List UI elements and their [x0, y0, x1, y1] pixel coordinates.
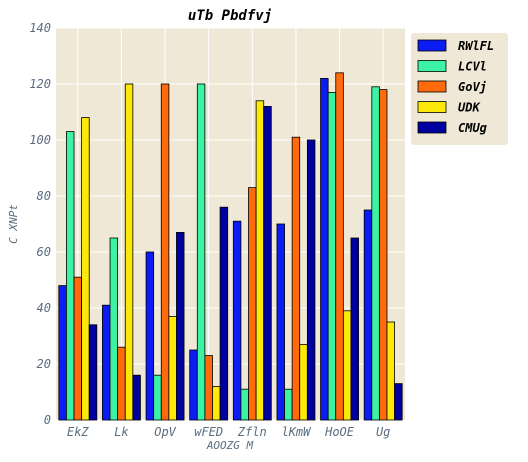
legend-swatch	[417, 39, 447, 52]
legend-label: LCVl	[458, 60, 487, 74]
x-tick-label: OpV	[154, 425, 176, 439]
bar-UDK-OpV	[168, 315, 177, 421]
legend-swatch	[417, 101, 447, 113]
bar-LCVl-OpV	[153, 374, 162, 421]
bar-RWlFL-EkZ	[58, 285, 67, 421]
x-tick-label: lKmW	[281, 425, 312, 439]
y-tick-label: 80	[37, 189, 51, 203]
bar-RWlFL-wFED	[189, 349, 198, 421]
legend-swatch	[417, 121, 447, 134]
legend-swatch	[417, 60, 447, 72]
x-tick-label: Ug	[376, 425, 390, 439]
bar-LCVl-EkZ	[66, 131, 75, 421]
bar-RWlFL-OpV	[145, 251, 155, 421]
bar-GoVj-Ug	[378, 89, 388, 421]
bar-RWlFL-Zfln	[232, 220, 242, 421]
bar-LCVl-Lk	[109, 237, 119, 421]
x-tick-label: wFED	[194, 425, 223, 439]
bar-UDK-EkZ	[81, 117, 90, 421]
bar-CMUg-OpV	[176, 231, 185, 421]
bar-RWlFL-Ug	[363, 209, 373, 421]
y-tick-labels: 0 20 40 60 80 100 120 140	[29, 21, 51, 427]
bar-CMUg-Lk	[132, 374, 141, 421]
bar-RWlFL-HoOE	[320, 78, 329, 421]
legend-label: CMUg	[458, 121, 487, 135]
legend-label: GoVj	[458, 80, 487, 94]
bar-UDK-Ug	[386, 321, 395, 421]
bar-GoVj-OpV	[160, 83, 170, 421]
bar-CMUg-lKmW	[306, 139, 316, 421]
legend: RWlFL LCVl GoVj UDK CMUg	[411, 33, 508, 145]
bar-CMUg-wFED	[219, 206, 229, 421]
bar-UDK-Zfln	[255, 100, 265, 421]
bar-LCVl-Ug	[371, 86, 380, 421]
x-tick-label: Zfln	[237, 425, 267, 439]
x-tick-label: EkZ	[67, 425, 89, 439]
bar-LCVl-Zfln	[240, 388, 249, 421]
bar-GoVj-wFED	[204, 355, 213, 421]
bar-UDK-wFED	[212, 385, 221, 421]
x-tick-label: HoOE	[324, 425, 355, 439]
x-axis-label: AOOZG M	[206, 439, 254, 452]
legend-label: UDK	[458, 101, 481, 115]
bar-UDK-HoOE	[342, 310, 352, 421]
y-tick-label: 100	[29, 133, 51, 147]
bars	[58, 72, 403, 421]
x-tick-label: Lk	[114, 425, 129, 439]
y-tick-label: 20	[37, 357, 51, 371]
y-tick-label: 60	[37, 245, 51, 259]
bar-GoVj-lKmW	[291, 136, 301, 421]
y-tick-label: 140	[29, 21, 51, 35]
bar-CMUg-Ug	[394, 383, 403, 421]
bar-GoVj-EkZ	[73, 276, 83, 421]
y-tick-label: 0	[44, 413, 51, 427]
y-tick-label: 40	[37, 301, 51, 315]
bar-UDK-Lk	[124, 83, 134, 421]
bar-CMUg-Zfln	[263, 106, 272, 421]
legend-swatch	[417, 80, 447, 93]
bar-CMUg-EkZ	[88, 324, 98, 421]
y-axis-label: C XNPt	[7, 204, 20, 244]
y-tick-label: 120	[29, 77, 51, 91]
bar-RWlFL-Lk	[102, 304, 111, 421]
bar-GoVj-Lk	[117, 346, 126, 421]
bar-RWlFL-lKmW	[276, 223, 285, 421]
legend-label: RWlFL	[458, 39, 494, 53]
x-tick-labels: EkZ Lk OpV wFED Zfln lKmW HoOE Ug	[67, 425, 390, 439]
bar-CMUg-HoOE	[350, 237, 359, 421]
bar-UDK-lKmW	[299, 343, 308, 421]
bar-LCVl-wFED	[196, 83, 206, 421]
bar-LCVl-HoOE	[327, 92, 337, 421]
bar-GoVj-HoOE	[335, 72, 344, 421]
bar-GoVj-Zfln	[248, 187, 257, 421]
chart-title: uTb Pbdfvj	[188, 8, 272, 24]
bar-LCVl-lKmW	[284, 388, 293, 421]
